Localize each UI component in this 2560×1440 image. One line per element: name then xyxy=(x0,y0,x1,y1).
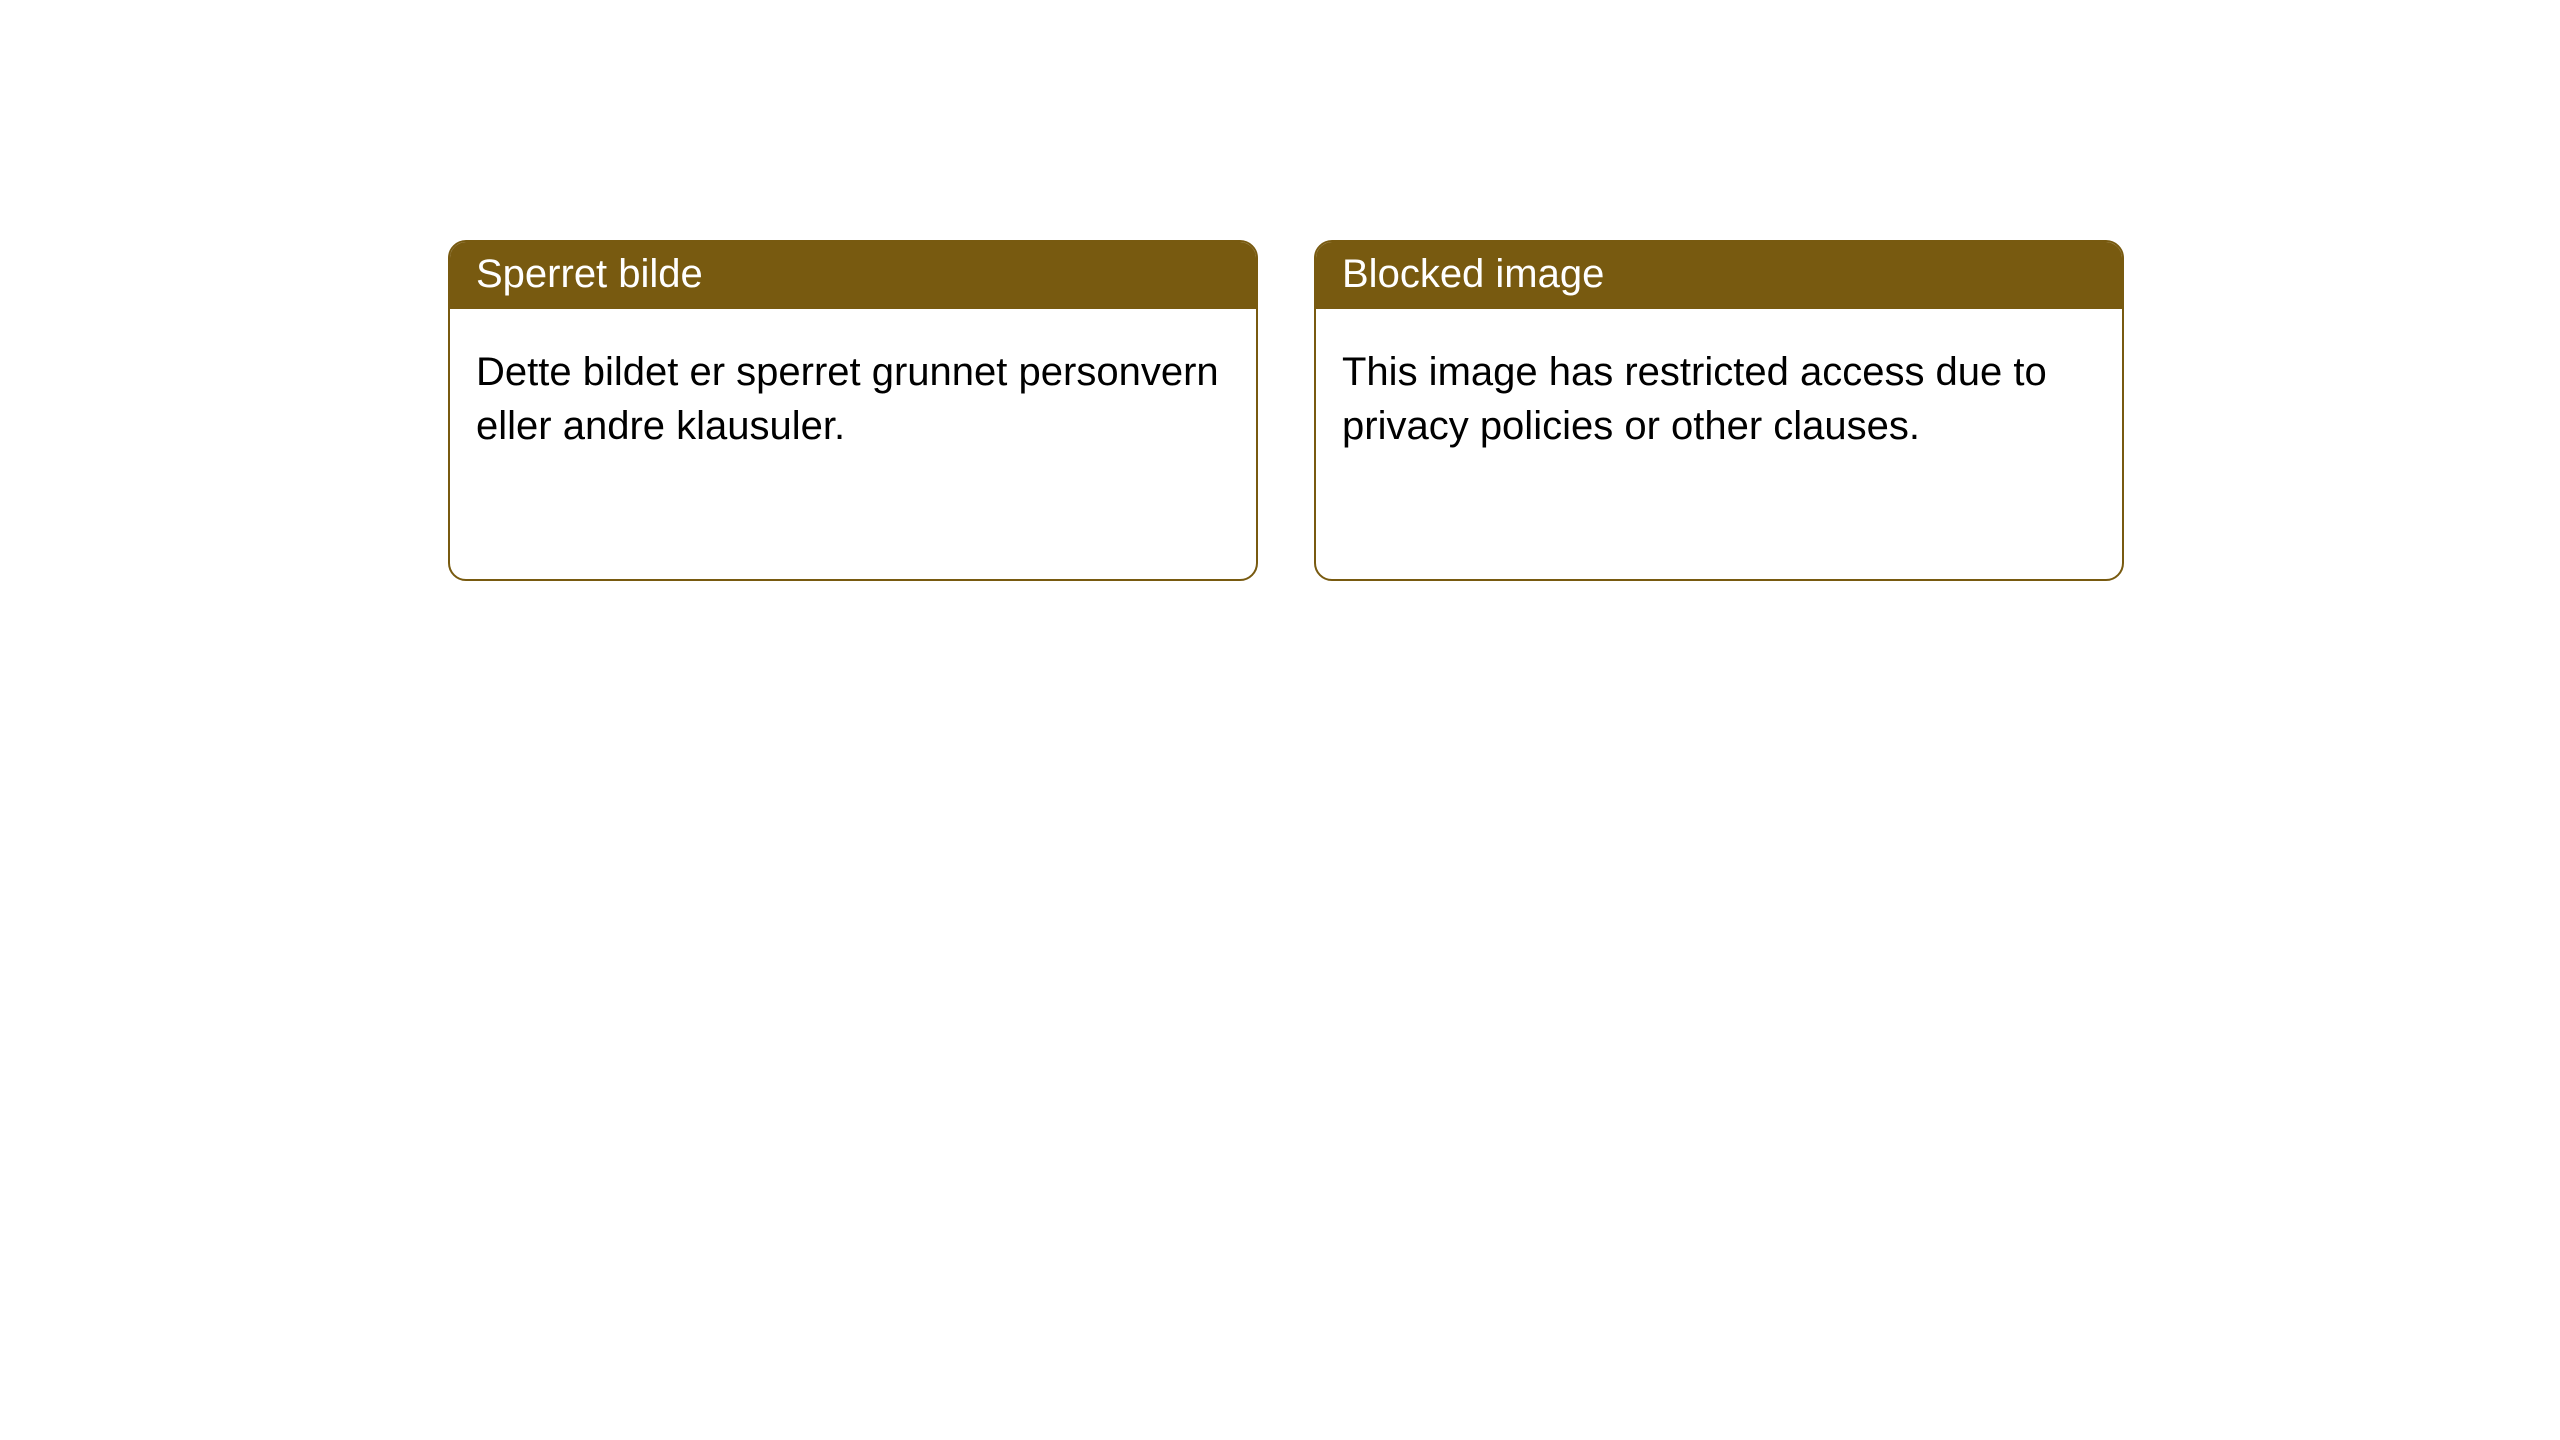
card-header: Blocked image xyxy=(1316,242,2122,309)
card-body: This image has restricted access due to … xyxy=(1316,309,2122,579)
card-body: Dette bildet er sperret grunnet personve… xyxy=(450,309,1256,579)
blocked-image-card-no: Sperret bilde Dette bildet er sperret gr… xyxy=(448,240,1258,581)
cards-container: Sperret bilde Dette bildet er sperret gr… xyxy=(0,0,2560,581)
card-header: Sperret bilde xyxy=(450,242,1256,309)
blocked-image-card-en: Blocked image This image has restricted … xyxy=(1314,240,2124,581)
